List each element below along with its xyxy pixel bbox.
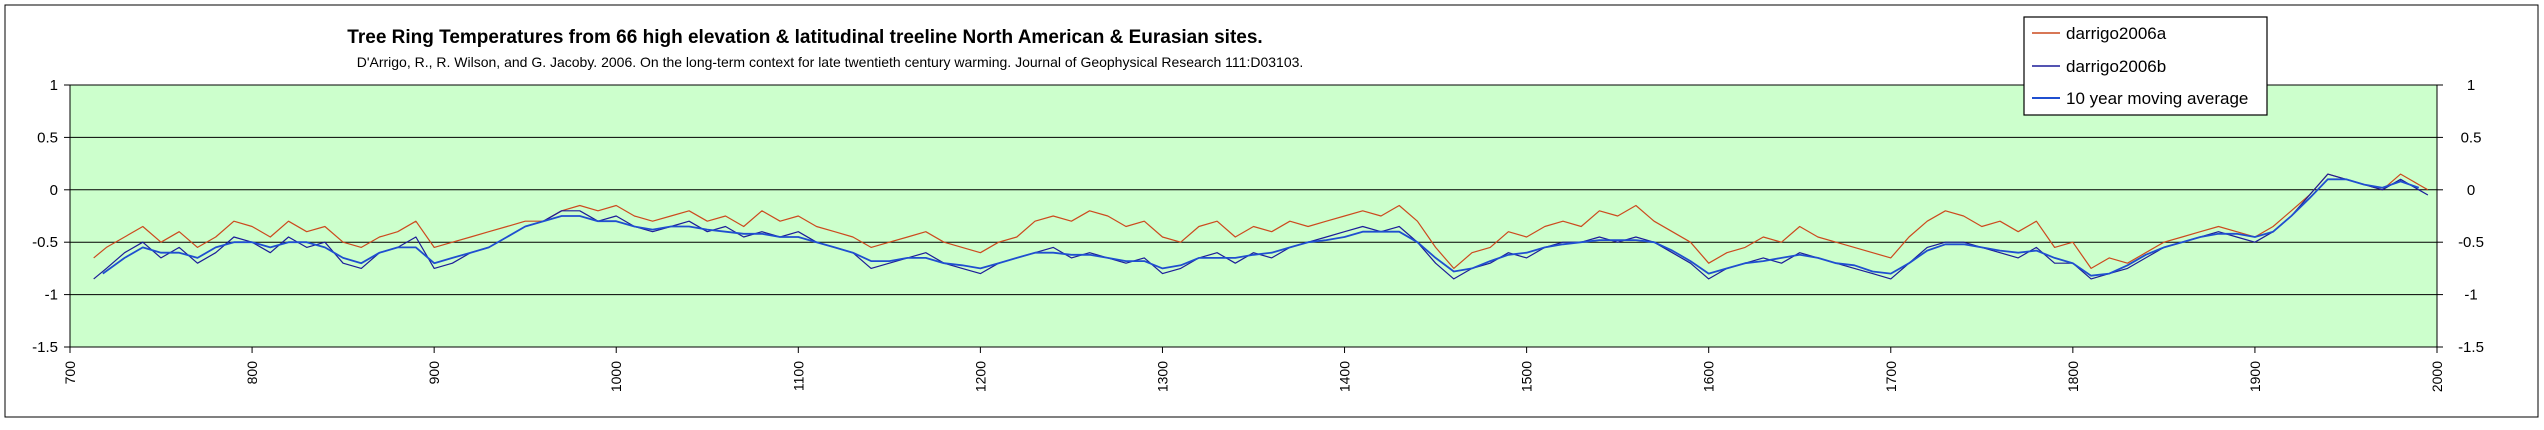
chart-title: Tree Ring Temperatures from 66 high elev…: [347, 27, 1262, 48]
y-tick-label: -1: [45, 287, 58, 304]
x-tick-label: 1600: [1701, 361, 1717, 392]
x-tick-label: 1400: [1337, 361, 1353, 392]
legend-label-b: darrigo2006b: [2066, 57, 2166, 76]
x-tick-label: 1700: [1883, 361, 1899, 392]
y-tick-label: -1.5: [32, 339, 58, 356]
series-line-darrigo2006a: [93, 173, 2429, 269]
plot-area: [70, 85, 2437, 347]
legend: darrigo2006a darrigo2006b 10 year moving…: [2023, 16, 2268, 116]
y-axis-right: 1 0.5 0 -0.5 -1 -1.5: [2436, 77, 2484, 356]
series-layer: [93, 173, 2429, 280]
x-tick-label: 900: [426, 361, 442, 385]
y-tick-label: 0: [50, 182, 58, 199]
x-tick-label: 700: [62, 361, 78, 385]
y-tick-label: -1.5: [2458, 339, 2484, 356]
x-tick-label: 1000: [608, 361, 624, 392]
y-tick-label: 1: [50, 77, 58, 94]
y-tick-label: -0.5: [32, 234, 58, 251]
y-axis-left: 1 0.5 0 -0.5 -1 -1.5: [32, 77, 71, 356]
y-tick-label: -1: [2464, 287, 2477, 304]
y-tick-label: -0.5: [2458, 234, 2484, 251]
legend-label-a: darrigo2006a: [2066, 24, 2167, 43]
legend-box: [2023, 16, 2268, 116]
x-tick-label: 800: [244, 361, 260, 385]
x-tick-label: 1200: [972, 361, 988, 392]
x-tick-label: 1900: [2247, 361, 2263, 392]
series-line-moving-average: [102, 178, 2420, 277]
x-tick-label: 1300: [1154, 361, 1170, 392]
y-tick-label: 0.5: [37, 129, 58, 146]
y-tick-label: 0.5: [2461, 129, 2482, 146]
y-tick-label: 1: [2467, 77, 2475, 94]
x-tick-label: 2000: [2429, 361, 2445, 392]
chart-subtitle: D'Arrigo, R., R. Wilson, and G. Jacoby. …: [357, 54, 1304, 70]
legend-label-avg: 10 year moving average: [2066, 89, 2248, 108]
x-tick-label: 1500: [1519, 361, 1535, 392]
x-axis: 700 800 900 1000 1100 1200 1300 1400 1500 1600 170…: [62, 346, 2445, 392]
x-tick-label: 1100: [790, 361, 806, 391]
y-tick-label: 0: [2467, 182, 2475, 199]
x-tick-label: 1800: [2065, 361, 2081, 392]
